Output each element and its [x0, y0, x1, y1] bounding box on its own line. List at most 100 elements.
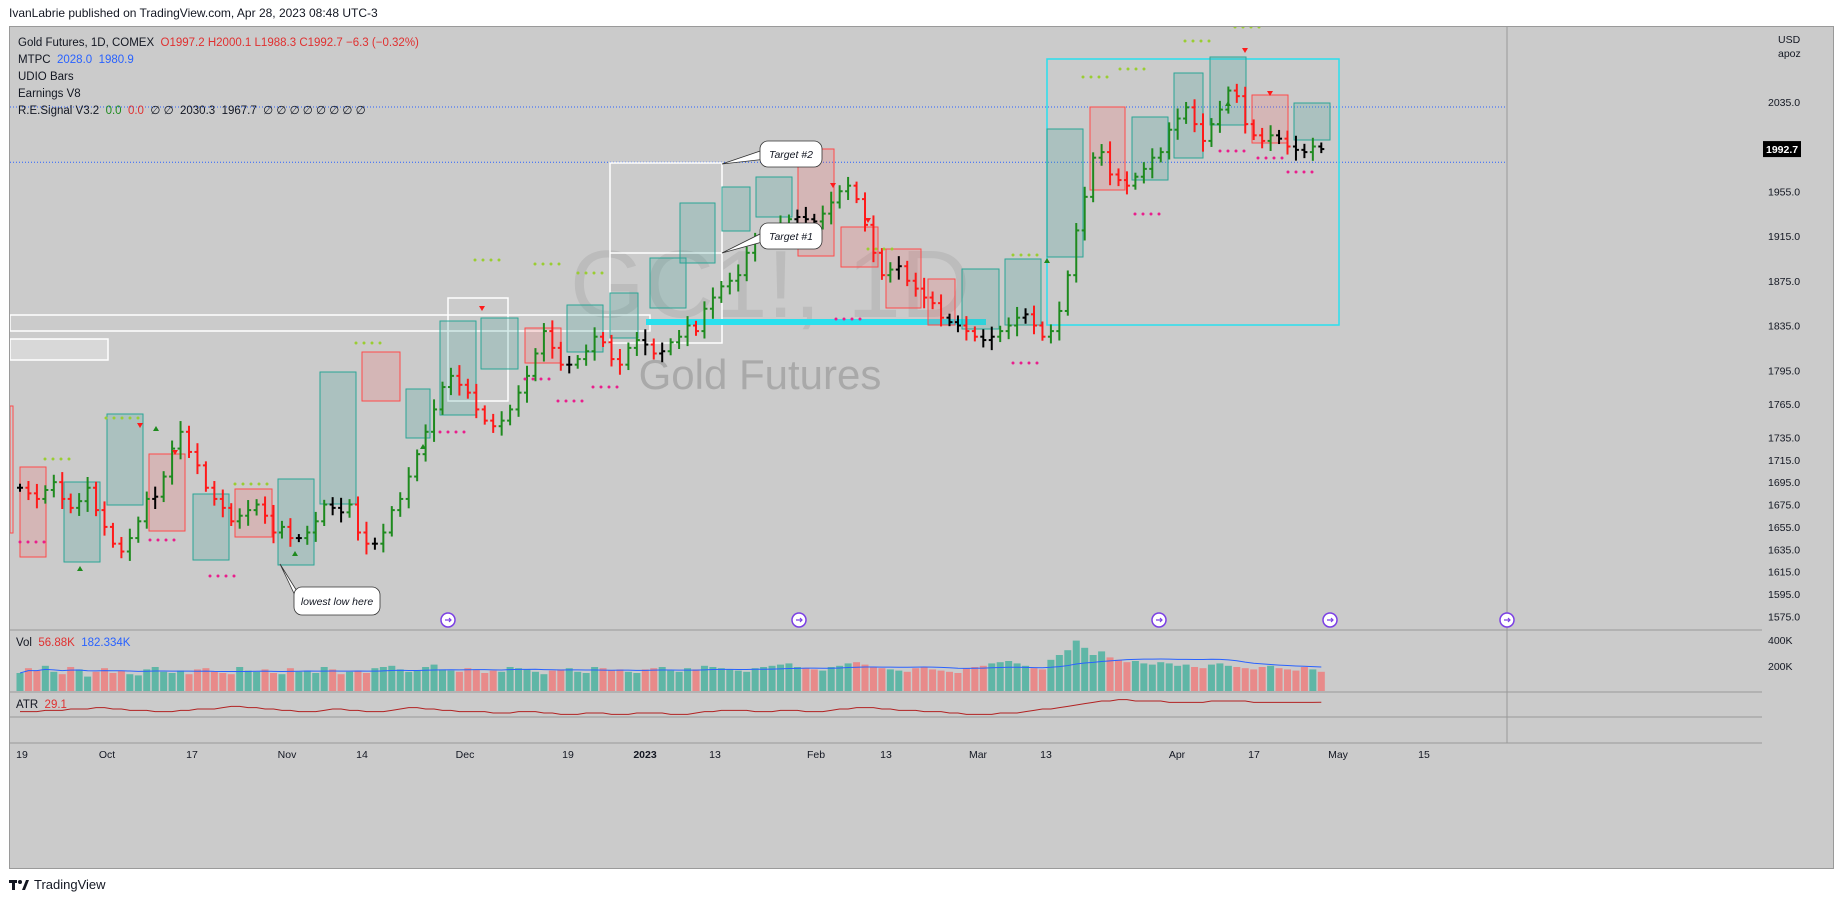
volume-bar-24 — [210, 671, 218, 691]
volume-bar-81 — [692, 669, 700, 691]
signal-dot-11-1 — [533, 262, 537, 266]
signal-dot-15-2 — [842, 317, 846, 321]
signal-dot-1-4 — [42, 540, 46, 544]
signal-dot-24-1 — [1233, 27, 1237, 29]
volume-bar-66 — [565, 668, 573, 691]
volume-bar-60 — [515, 668, 523, 691]
event-arrow-icon-2 — [796, 617, 803, 623]
signal-value-3: ∅ ∅ — [150, 105, 174, 117]
atr-value: 29.1 — [44, 699, 67, 711]
volume-bar-120 — [1022, 665, 1030, 691]
volume-bar-144 — [1224, 665, 1232, 691]
signal-dot-19-2 — [1089, 75, 1093, 79]
signal-dot-25-2 — [1264, 156, 1268, 160]
weekly-box-edge — [10, 405, 14, 534]
volume-bar-58 — [498, 671, 506, 691]
volume-bar-138 — [1174, 665, 1182, 691]
signal-dot-22-2 — [1191, 39, 1195, 43]
weekly-box-17 — [679, 202, 716, 264]
signal-dot-26-2 — [1294, 170, 1298, 174]
signal-dot-10-3 — [539, 377, 543, 381]
volume-bar-6 — [58, 674, 66, 691]
weekly-box-32 — [1293, 102, 1331, 141]
time-tick-6: Dec — [456, 749, 475, 761]
volume-bar-97 — [827, 667, 835, 691]
volume-bar-134 — [1140, 663, 1148, 691]
event-arrow-icon-5 — [1504, 617, 1511, 623]
legend-earnings-row[interactable]: Earnings V8 — [18, 86, 419, 103]
price-tick-17: 1575.0 — [1768, 611, 1800, 623]
volume-bar-82 — [700, 665, 708, 691]
price-tick-10: 1715.0 — [1768, 455, 1800, 467]
weekly-box-14 — [566, 304, 604, 353]
weekly-box-7 — [277, 478, 315, 566]
volume-bar-79 — [675, 671, 683, 691]
signal-dot-25-4 — [1280, 156, 1284, 160]
volume-bar-18 — [160, 671, 168, 691]
volume-tick-1: 400K — [1768, 635, 1793, 647]
zone-rect-2 — [10, 338, 109, 361]
volume-bar-83 — [709, 667, 717, 691]
volume-bar-52 — [447, 670, 455, 691]
signal-dot-9-3 — [489, 258, 493, 262]
price-tick-11: 1695.0 — [1768, 477, 1800, 489]
signal-dot-17-3 — [1027, 361, 1031, 365]
event-arrow-icon-3 — [1156, 617, 1163, 623]
currency-label[interactable]: USD apoz — [1778, 33, 1801, 61]
open-value: O1997.2 — [160, 37, 205, 49]
price-tick-14: 1635.0 — [1768, 544, 1800, 556]
signal-dot-24-4 — [1257, 27, 1261, 29]
volume-bar-50 — [430, 664, 438, 691]
volume-bar-116 — [988, 663, 996, 691]
volume-bar-109 — [929, 669, 937, 691]
weekly-box-18 — [721, 186, 751, 232]
callout-lowest-text: lowest low here — [301, 596, 374, 608]
signal-dot-23-3 — [1234, 149, 1238, 153]
volume-bar-41 — [354, 670, 362, 691]
footer-brand[interactable]: TradingView — [9, 877, 106, 892]
signal-dot-11-4 — [557, 262, 561, 266]
signal-dot-10-4 — [547, 377, 551, 381]
main-chart-panel[interactable]: GC1!, 1D Gold Futures Target #2 Target #1 lo… — [9, 26, 1767, 870]
signal-dot-3-4 — [128, 416, 132, 420]
signal-dot-1-3 — [34, 540, 38, 544]
volume-bar-151 — [1284, 669, 1291, 691]
volume-bar-143 — [1216, 663, 1224, 691]
signal-dot-11-2 — [541, 262, 545, 266]
volume-bar-92 — [785, 663, 793, 691]
legend-udio-row[interactable]: UDIO Bars — [18, 69, 419, 86]
price-axis[interactable]: 2035.01995.01955.01915.01875.01835.01795… — [1762, 26, 1834, 869]
volume-bar-126 — [1072, 640, 1080, 691]
volume-bar-2 — [24, 668, 32, 691]
up-arrow-4 — [420, 444, 426, 449]
cyan-zone-bar — [646, 319, 986, 325]
signal-dot-18-3 — [1027, 253, 1031, 257]
price-tick-13: 1655.0 — [1768, 522, 1800, 534]
volume-bar-140 — [1191, 667, 1199, 691]
signal-dot-4-4 — [172, 538, 176, 542]
signal-dot-17-1 — [1011, 361, 1015, 365]
volume-bar-80 — [684, 668, 692, 691]
weekly-box-28 — [1131, 116, 1169, 181]
volume-bar-64 — [548, 670, 556, 691]
weekly-box-8 — [319, 371, 357, 505]
volume-bar-51 — [439, 669, 446, 691]
signal-dot-14-1 — [591, 385, 595, 389]
price-tick-12: 1675.0 — [1768, 500, 1800, 512]
legend-mtpc-row[interactable]: MTPC 2028.0 1980.9 — [18, 52, 419, 69]
up-arrow-6 — [1225, 101, 1231, 106]
time-tick-16: May — [1328, 749, 1349, 761]
signal-dot-3-1 — [104, 416, 108, 420]
volume-bar-27 — [236, 667, 244, 691]
signal-dot-10-1 — [523, 377, 527, 381]
volume-bar-86 — [734, 670, 742, 691]
legend-signal-row[interactable]: R.E.Signal V3.2 0.0 0.0 ∅ ∅ 2030.3 1967.… — [18, 103, 419, 120]
weekly-box-21 — [840, 226, 879, 268]
volume-bar-127 — [1081, 647, 1089, 691]
volume-bar-123 — [1047, 659, 1055, 691]
volume-bar-118 — [1005, 661, 1013, 691]
volume-bar-73 — [624, 671, 632, 691]
signal-dot-15-4 — [858, 317, 862, 321]
volume-bar-32 — [278, 674, 286, 691]
